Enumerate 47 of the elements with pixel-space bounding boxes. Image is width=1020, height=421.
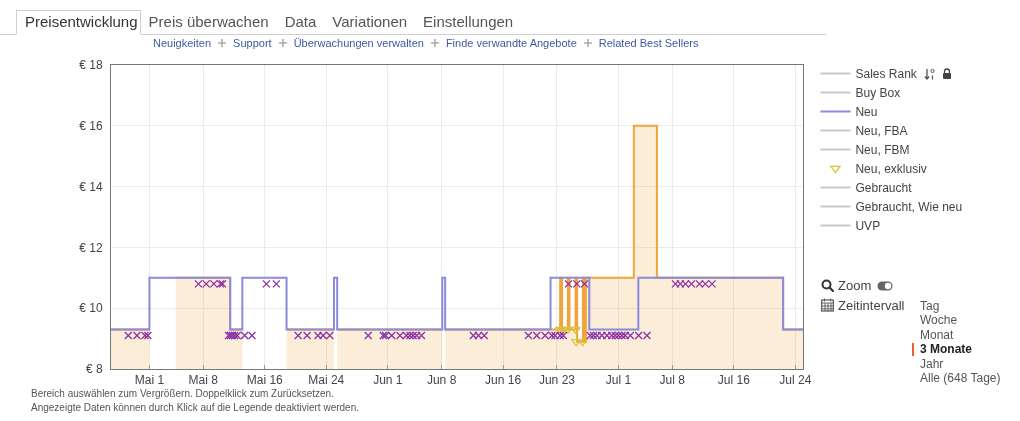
x-tick-label: Jul 1 — [605, 373, 632, 388]
text: Data — [283, 13, 318, 32]
text: Alle (648 Tage) — [920, 371, 1001, 386]
text: Woche — [920, 313, 959, 328]
text: Variationen — [331, 13, 409, 32]
legend-label: Gebraucht — [855, 181, 913, 196]
text: Preisentwicklung — [16, 10, 141, 35]
text: Support — [233, 37, 272, 49]
x-tick-label: Jun 23 — [538, 373, 576, 388]
text: Preis überwachen — [147, 13, 270, 32]
y-tick-label: € 12 — [79, 240, 103, 255]
text: Einstellungen — [422, 13, 515, 32]
x-tick-label: Jun 1 — [373, 373, 403, 388]
text: Angezeigte Daten können durch Klick auf die Legende deaktiviert werden. — [31, 401, 359, 415]
x-tick-label: Mai 24 — [308, 373, 345, 388]
y-tick-label: € 16 — [79, 119, 103, 133]
legend-label: UVP — [855, 219, 881, 234]
x-tick-label: Jun 8 — [426, 373, 457, 388]
legend-label: Neu — [855, 105, 878, 120]
y-tick-label: € 14 — [79, 179, 103, 194]
x-tick-label: Jul 8 — [659, 373, 686, 388]
x-tick-label: Jul 16 — [717, 373, 751, 388]
x-tick-label: Jul 24 — [779, 373, 812, 388]
text: Monat — [920, 327, 955, 343]
text: Überwachungen verwalten — [293, 37, 424, 49]
legend-label: Gebraucht, Wie neu — [855, 200, 963, 215]
legend-label: Neu, exklusiv — [855, 162, 927, 177]
legend-label: Buy Box — [855, 86, 901, 101]
text: Bereich auswählen zum Vergrößern. Doppelklick zum Zurücksetzen. — [31, 387, 335, 401]
text: Tag — [920, 299, 941, 314]
legend-label: Neu, FBA — [855, 124, 908, 139]
text: Finde verwandte Angebote — [445, 37, 577, 49]
text: Zoom — [838, 278, 872, 293]
text: Zeitintervall — [838, 298, 905, 313]
text: Jahr — [920, 356, 945, 372]
x-tick-label: Jun 16 — [485, 373, 522, 388]
text: Related Best Sellers — [598, 37, 699, 49]
y-tick-label: € 10 — [79, 301, 103, 316]
y-tick-label: € 8 — [85, 362, 103, 377]
x-tick-label: Mai 8 — [188, 373, 219, 388]
legend-label: Sales Rank — [855, 67, 918, 82]
y-tick-label: € 18 — [79, 58, 103, 73]
x-tick-label: Mai 16 — [246, 373, 284, 388]
text: 3 Monate — [920, 342, 973, 357]
legend-label: Neu, FBM — [855, 143, 910, 158]
x-tick-label: Mai 1 — [134, 373, 165, 388]
text: Neuigkeiten — [153, 37, 212, 49]
